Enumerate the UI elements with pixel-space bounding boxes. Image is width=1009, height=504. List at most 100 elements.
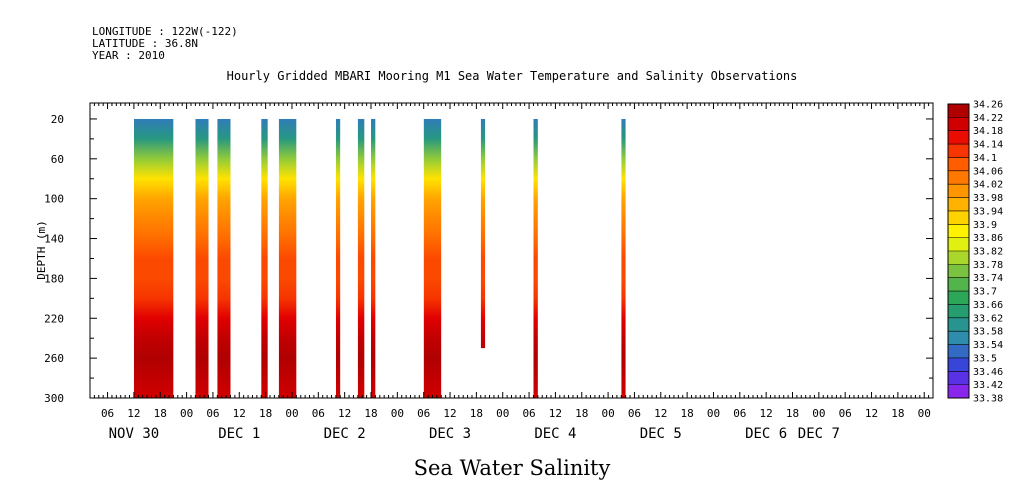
data-column-4: [261, 118, 268, 399]
x-hour-label: 06: [733, 407, 746, 420]
x-hour-label: 06: [839, 407, 852, 420]
plot-area: [133, 118, 626, 399]
colorbar-cell: [948, 264, 969, 279]
latitude-label: LATITUDE : 36.8N: [92, 37, 198, 50]
colorbar-label: 34.06: [973, 166, 1003, 177]
x-hour-label: 06: [417, 407, 430, 420]
y-tick-label: 260: [44, 352, 64, 365]
x-hour-label: 12: [338, 407, 351, 420]
colorbar-cell: [948, 184, 969, 198]
colorbar-cell: [948, 170, 969, 185]
colorbar-label: 33.58: [973, 327, 1003, 338]
x-hour-label: 18: [575, 407, 588, 420]
colorbar: 33.38 33.42 33.46 33.5 33.54 33.58 33.62 33.66 3…: [947, 100, 1003, 405]
colorbar-cell: [948, 357, 969, 372]
x-date-label: DEC 1: [218, 426, 260, 442]
colorbar-label: 34.22: [973, 113, 1003, 124]
colorbar-label: 33.5: [973, 353, 997, 364]
data-column-10: [480, 118, 486, 349]
colorbar-label: 33.38: [973, 394, 1003, 405]
longitude-label: LONGITUDE : 122W(-122): [92, 25, 238, 38]
y-tick-label: 20: [51, 113, 64, 126]
y-axis-label: DEPTH (m): [35, 220, 48, 280]
x-hour-label: 12: [443, 407, 456, 420]
x-hour-label: 00: [391, 407, 404, 420]
data-column-1: [133, 118, 174, 399]
colorbar-label: 33.86: [973, 233, 1003, 244]
y-tick-label: 140: [44, 233, 64, 246]
colorbar-label: 33.42: [973, 380, 1003, 391]
axes: 20 60 100 140 180 220 260 300 06 12 18 00 06 12 18 00 06…: [44, 102, 934, 442]
y-tick-label: 180: [44, 272, 64, 285]
x-hour-label: 12: [549, 407, 562, 420]
x-hour-label: 12: [654, 407, 667, 420]
colorbar-label: 34.1: [973, 153, 997, 164]
x-hour-label: 00: [285, 407, 298, 420]
colorbar-cell: [948, 210, 969, 225]
colorbar-cell: [948, 277, 969, 292]
x-hour-label: 06: [101, 407, 114, 420]
colorbar-label: 33.82: [973, 247, 1003, 258]
colorbar-cell: [948, 291, 969, 305]
y-tick-label: 60: [51, 153, 64, 166]
x-hour-label: 00: [918, 407, 931, 420]
colorbar-cell: [948, 371, 969, 385]
x-hour-label: 18: [154, 407, 167, 420]
x-date-label: DEC 3: [429, 426, 471, 442]
colorbar-cell: [948, 144, 969, 158]
x-hour-label: 00: [496, 407, 509, 420]
x-hour-label: 00: [707, 407, 720, 420]
x-date-label: NOV 30: [109, 426, 160, 442]
x-hour-label: 06: [628, 407, 641, 420]
data-column-8: [371, 118, 376, 399]
colorbar-label: 34.26: [973, 100, 1003, 111]
colorbar-label: 33.94: [973, 206, 1003, 217]
colorbar-cell: [948, 104, 969, 118]
colorbar-cell: [948, 117, 969, 132]
x-hour-label: 06: [312, 407, 325, 420]
data-column-2: [195, 118, 209, 399]
data-column-3: [217, 118, 231, 399]
x-hour-label: 18: [364, 407, 377, 420]
colorbar-label: 33.74: [973, 273, 1003, 284]
x-hour-label: 12: [127, 407, 140, 420]
x-date-label: DEC 2: [324, 426, 366, 442]
colorbar-cell: [948, 237, 969, 252]
colorbar-label: 34.02: [973, 180, 1003, 191]
colorbar-cell: [948, 344, 969, 359]
data-column-9: [423, 118, 442, 399]
data-column-6: [335, 118, 341, 399]
colorbar-label: 33.78: [973, 260, 1003, 271]
x-date-label: DEC 6: [745, 426, 787, 442]
y-tick-label: 100: [44, 193, 64, 206]
chart-title: Hourly Gridded MBARI Mooring M1 Sea Wate…: [227, 69, 798, 83]
colorbar-label: 33.7: [973, 287, 997, 298]
x-hour-label: 12: [865, 407, 878, 420]
x-hour-label: 06: [522, 407, 535, 420]
x-date-label: DEC 7: [798, 426, 840, 442]
data-column-7: [357, 118, 365, 399]
y-tick-label: 220: [44, 312, 64, 325]
colorbar-cell: [948, 251, 969, 265]
data-column-11: [533, 118, 538, 399]
x-hour-label: 12: [760, 407, 773, 420]
colorbar-label: 33.54: [973, 340, 1003, 351]
x-hour-label: 18: [259, 407, 272, 420]
x-hour-label: 00: [812, 407, 825, 420]
x-date-label: DEC 4: [534, 426, 576, 442]
x-hour-label: 18: [470, 407, 483, 420]
x-hour-label: 18: [891, 407, 904, 420]
x-hour-label: 18: [786, 407, 799, 420]
colorbar-cell: [948, 224, 969, 238]
colorbar-label: 34.14: [973, 140, 1003, 151]
colorbar-label: 34.18: [973, 126, 1003, 137]
colorbar-label: 33.9: [973, 220, 997, 231]
colorbar-cell: [948, 331, 969, 345]
footer-variable-label: Sea Water Salinity: [414, 456, 611, 480]
data-column-12: [621, 118, 626, 399]
colorbar-label: 33.46: [973, 367, 1003, 378]
x-hour-label: 00: [601, 407, 614, 420]
data-column-5: [278, 118, 297, 399]
colorbar-label: 33.98: [973, 193, 1003, 204]
